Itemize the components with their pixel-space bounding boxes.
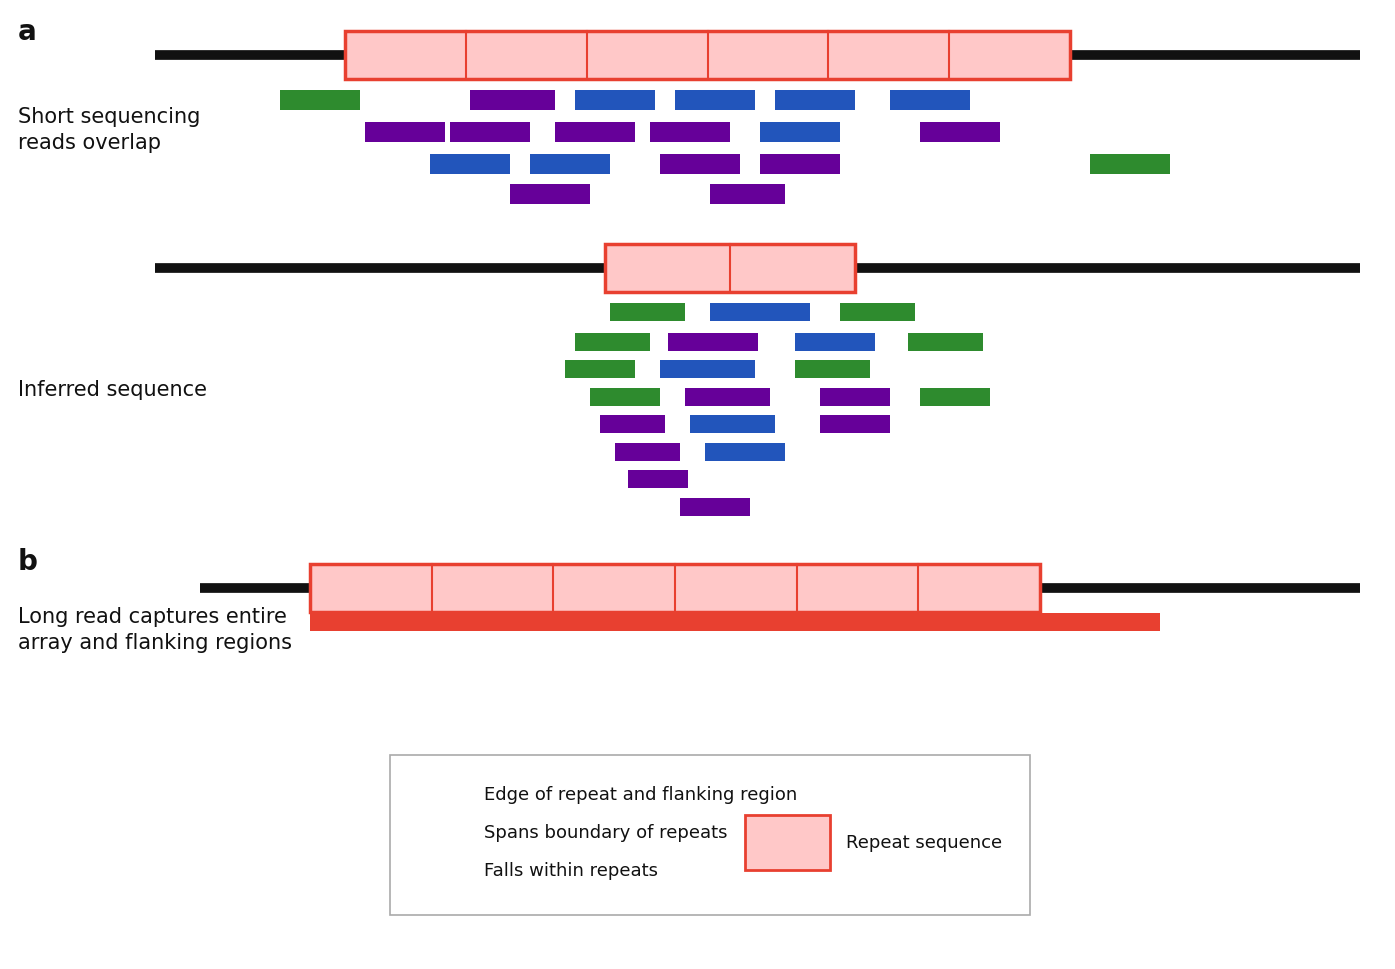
Bar xyxy=(565,360,635,378)
Bar xyxy=(555,122,635,142)
Bar xyxy=(530,154,610,174)
Bar xyxy=(418,787,470,803)
Bar xyxy=(590,388,660,406)
Text: a: a xyxy=(18,18,36,46)
Bar xyxy=(679,498,751,516)
Bar xyxy=(615,443,679,461)
Bar xyxy=(575,90,656,110)
Bar xyxy=(704,443,785,461)
Bar xyxy=(685,388,770,406)
Bar xyxy=(760,154,840,174)
Bar xyxy=(600,415,665,433)
Bar xyxy=(628,470,688,488)
Bar xyxy=(820,388,890,406)
Bar xyxy=(745,815,830,870)
Bar xyxy=(605,244,855,292)
Bar xyxy=(691,415,776,433)
Bar xyxy=(840,303,915,321)
Bar xyxy=(776,90,855,110)
Bar xyxy=(575,333,650,351)
Bar xyxy=(760,122,840,142)
Bar xyxy=(710,184,785,204)
Text: Short sequencing
reads overlap: Short sequencing reads overlap xyxy=(18,107,201,153)
Text: b: b xyxy=(18,548,38,576)
Text: Long read captures entire
array and flanking regions: Long read captures entire array and flan… xyxy=(18,607,292,653)
Text: Spans boundary of repeats: Spans boundary of repeats xyxy=(484,824,728,842)
Bar xyxy=(908,333,983,351)
Bar xyxy=(451,122,530,142)
Bar xyxy=(675,90,755,110)
Bar xyxy=(660,154,739,174)
Bar xyxy=(511,184,590,204)
Bar xyxy=(710,303,810,321)
Text: Repeat sequence: Repeat sequence xyxy=(845,833,1002,852)
Text: Falls within repeats: Falls within repeats xyxy=(484,862,658,880)
Text: Edge of repeat and flanking region: Edge of repeat and flanking region xyxy=(484,786,798,804)
Bar xyxy=(668,333,757,351)
Bar xyxy=(418,863,470,879)
Bar xyxy=(650,122,730,142)
Bar xyxy=(430,154,511,174)
Bar xyxy=(365,122,445,142)
Text: Inferred sequence: Inferred sequence xyxy=(18,380,206,400)
Bar xyxy=(890,90,970,110)
Bar xyxy=(660,360,755,378)
Bar xyxy=(310,613,1161,631)
Bar xyxy=(418,825,470,841)
Bar xyxy=(470,90,555,110)
Bar xyxy=(919,388,990,406)
Bar xyxy=(345,31,1070,79)
Bar xyxy=(310,564,1041,612)
Bar xyxy=(820,415,890,433)
Bar xyxy=(280,90,360,110)
Bar xyxy=(795,333,875,351)
Bar xyxy=(610,303,685,321)
Bar xyxy=(919,122,1000,142)
Bar xyxy=(391,755,1030,915)
Bar xyxy=(1089,154,1170,174)
Bar xyxy=(795,360,870,378)
